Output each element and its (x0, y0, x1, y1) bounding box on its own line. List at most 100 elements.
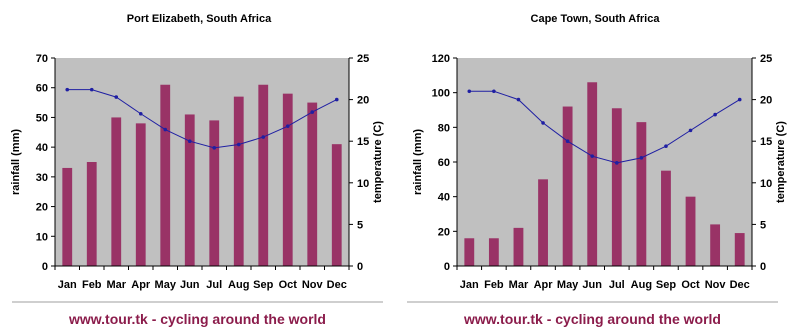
x-tick-label-nov: Nov (705, 279, 727, 291)
x-tick-label-oct: Oct (681, 279, 700, 291)
left-tick-label: 60 (438, 157, 450, 169)
bar-jan (62, 167, 73, 266)
y-axis-label: rainfall (mm) (10, 129, 22, 195)
x-tick-label-nov: Nov (302, 279, 324, 291)
right-tick-label: 5 (760, 219, 766, 231)
temperature-point-jun (590, 154, 595, 158)
temperature-line (67, 89, 337, 149)
x-tick-label-mar: Mar (509, 279, 529, 291)
left-tick-label: 40 (438, 192, 450, 204)
x-tick-label-feb: Feb (484, 279, 504, 291)
bar-oct (282, 93, 293, 266)
left-tick-label: 30 (36, 172, 48, 184)
right-tick-label: 5 (357, 219, 363, 231)
x-tick-label-apr: Apr (534, 279, 554, 291)
left-tick-label: 100 (432, 88, 450, 100)
y2-axis-label: temperature (C) (775, 121, 787, 203)
bar-may (160, 84, 171, 267)
bar-sep (258, 84, 269, 267)
temperature-point-jan (65, 87, 70, 92)
footer-link[interactable]: www.tour.tk - cycling around the world (464, 311, 721, 327)
bar-jul (209, 120, 220, 267)
left-tick-label: 40 (36, 142, 48, 154)
left-tick-label: 120 (432, 53, 450, 65)
temperature-point-jun (187, 139, 192, 143)
bar-mar (111, 117, 122, 267)
x-tick-label-jul: Jul (609, 279, 625, 291)
x-tick-label-jun: Jun (582, 279, 602, 291)
x-tick-label-oct: Oct (279, 279, 298, 291)
right-tick-label: 10 (357, 178, 369, 190)
right-tick-label: 25 (357, 53, 369, 65)
chart-title: Cape Town, South Africa (531, 13, 661, 25)
right-tick-label: 15 (357, 136, 369, 148)
x-tick-label-jan: Jan (460, 279, 479, 291)
right-tick-label: 25 (760, 53, 772, 65)
temperature-point-oct (688, 128, 693, 133)
right-tick-label: 0 (760, 261, 766, 273)
x-tick-label-aug: Aug (631, 279, 652, 291)
divider (407, 301, 778, 303)
temperature-point-aug (639, 156, 644, 160)
plot-area (55, 58, 349, 266)
chart-panel-port-elizabeth: Port Elizabeth, South Africa 0 10 20 30 40 50 6… (10, 13, 384, 327)
chart-port-elizabeth: Port Elizabeth, South Africa010203040506… (10, 13, 384, 291)
left-tick-label: 50 (36, 112, 48, 124)
temperature-point-aug (236, 142, 241, 147)
bar-sep (661, 170, 671, 266)
bar-aug (233, 96, 244, 266)
left-tick-label: 20 (36, 202, 48, 214)
x-tick-label-jun: Jun (180, 279, 200, 291)
x-tick-label-dec: Dec (730, 279, 750, 291)
temperature-point-nov (310, 110, 315, 114)
bar-nov (710, 224, 721, 266)
bar-feb (86, 162, 97, 266)
bar-jun (587, 82, 598, 267)
left-tick-label: 70 (36, 53, 48, 65)
x-tick-label-may: May (557, 279, 579, 291)
divider (12, 301, 383, 303)
chart-cape-town: Cape Town, South Africa 0 20 40 60 80 100 120 0 5… (412, 13, 787, 291)
x-tick-label-mar: Mar (106, 279, 126, 291)
right-tick-label: 15 (760, 136, 772, 148)
x-tick-label-sep: Sep (253, 279, 273, 291)
x-tick-label-sep: Sep (656, 279, 676, 291)
temperature-point-sep (664, 144, 668, 148)
temperature-point-may (163, 127, 168, 132)
temperature-point-apr (541, 121, 545, 125)
bar-jun (184, 114, 195, 267)
temperature-point-sep (261, 135, 266, 139)
bar-apr (135, 123, 146, 267)
x-tick-label-dec: Dec (327, 279, 347, 291)
x-tick-label-aug: Aug (228, 279, 249, 291)
left-tick-label: 60 (36, 83, 48, 95)
right-tick-label: 20 (357, 95, 369, 107)
bar-aug (636, 122, 647, 266)
y-axis-label: rainfall (mm) (412, 129, 424, 195)
x-tick-label-jan: Jan (58, 279, 77, 291)
bar-feb (488, 238, 499, 266)
bar-nov (307, 102, 318, 266)
x-tick-label-apr: Apr (131, 279, 151, 291)
left-tick-label: 80 (438, 122, 450, 134)
temperature-point-mar (114, 95, 119, 99)
temperature-point-dec (334, 97, 339, 102)
left-tick-label: 20 (438, 226, 450, 238)
temperature-line (469, 90, 740, 164)
temperature-point-may (565, 139, 570, 143)
bar-dec (734, 233, 745, 266)
temperature-point-apr (138, 111, 143, 116)
temperature-point-jul (614, 161, 619, 165)
chart-panel-cape-town: Cape Town, South Africa 0 20 40 60 80 100 120 0 5… (395, 0, 790, 333)
footer-link[interactable]: www.tour.tk - cycling around the world (69, 311, 326, 327)
bar-oct (685, 196, 696, 266)
right-tick-label: 0 (357, 261, 363, 273)
bar-dec (331, 144, 342, 266)
temperature-point-feb (492, 89, 496, 94)
plot-area (457, 58, 752, 266)
x-tick-label-may: May (155, 279, 177, 291)
temperature-point-feb (89, 87, 94, 92)
temperature-point-jan (467, 89, 472, 94)
left-tick-label: 10 (36, 231, 48, 243)
x-tick-label-jul: Jul (206, 279, 222, 291)
